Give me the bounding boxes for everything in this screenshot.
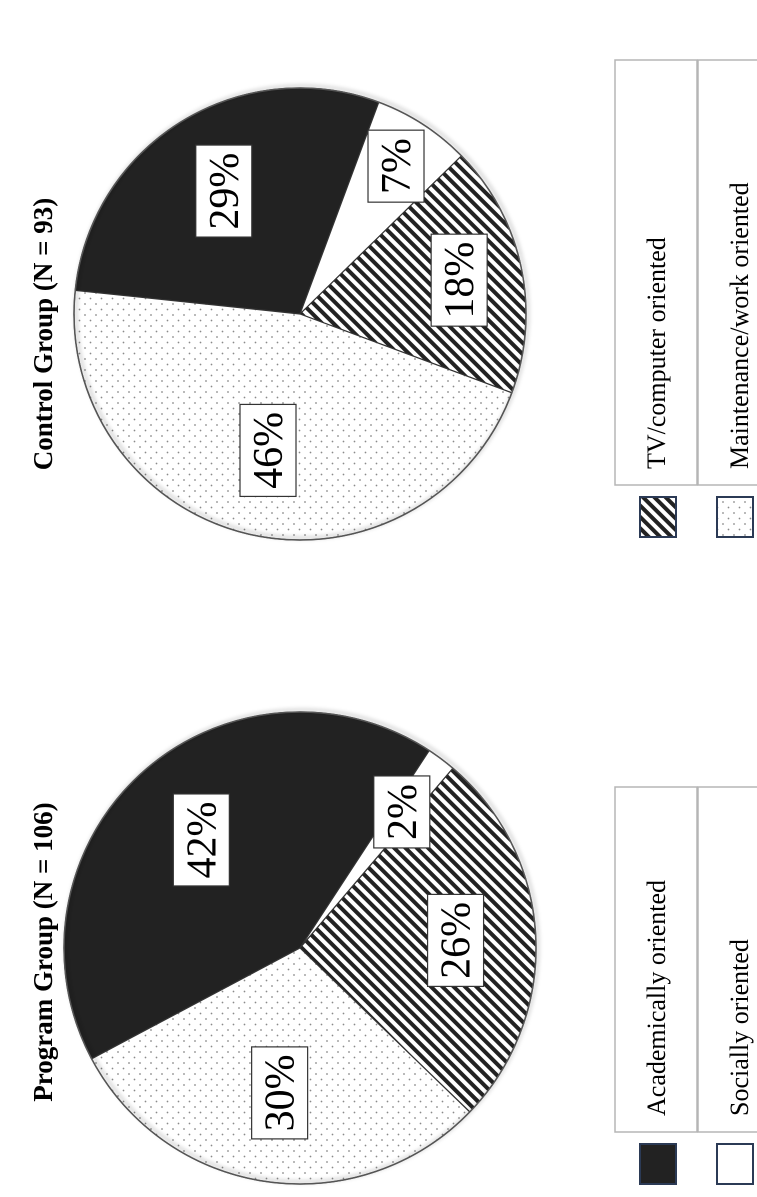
data-label-box-control-tv: [430, 233, 488, 327]
data-label-control-maintenance: 46%: [246, 412, 292, 489]
legend-item-academically: Academically oriented: [614, 786, 698, 1185]
data-label-box-program-maintenance: [251, 1046, 309, 1140]
data-label-control-tv: 18%: [437, 242, 483, 319]
chart-title-control: Control Group (N = 93): [28, 198, 58, 470]
pie-outline-program: [63, 711, 537, 1185]
pie-outline-control: [73, 87, 527, 541]
data-label-program-academically: 42%: [179, 801, 225, 878]
control-chart: Control Group (N = 93) 29% 7% 18% 46%: [28, 87, 527, 541]
data-label-control-academically: 29%: [202, 153, 248, 230]
legend: Academically oriented Socially oriented …: [614, 59, 757, 1185]
legend-label-tv-computer: TV/computer oriented: [642, 237, 671, 469]
data-label-program-maintenance: 30%: [258, 1054, 304, 1131]
legend-swatch-socially: [716, 1143, 754, 1185]
data-label-box-control-socially: [367, 129, 425, 203]
legend-box-socially: [697, 786, 757, 1133]
data-label-program-tv: 26%: [434, 902, 480, 979]
data-label-box-control-academically: [195, 144, 253, 238]
legend-label-maintenance: Maintenance/work oriented: [725, 182, 754, 469]
legend-swatch-academically: [639, 1143, 677, 1185]
data-label-control-socially: 7%: [374, 138, 420, 194]
legend-label-socially: Socially oriented: [725, 939, 754, 1116]
pie-control: 29% 7% 18% 46%: [73, 87, 527, 541]
pie-program: 42% 2% 26% 30%: [63, 711, 537, 1185]
legend-swatch-tv-computer: [639, 496, 677, 538]
legend-box-academically: [614, 786, 698, 1133]
legend-item-socially: Socially oriented: [697, 786, 757, 1185]
legend-item-tv-computer: TV/computer oriented: [614, 59, 698, 538]
data-label-box-program-tv: [426, 893, 485, 987]
legend-box-tv-computer: [614, 59, 698, 486]
legend-box-maintenance: [697, 59, 757, 486]
legend-item-maintenance: Maintenance/work oriented: [697, 59, 757, 538]
legend-label-academically: Academically oriented: [642, 880, 671, 1116]
legend-swatch-maintenance: [716, 496, 754, 538]
data-label-box-program-socially: [373, 775, 431, 849]
data-label-program-socially: 2%: [380, 784, 426, 840]
chart-title-program: Program Group (N = 106): [28, 802, 58, 1101]
data-label-box-program-academically: [172, 793, 230, 887]
data-label-box-control-maintenance: [239, 403, 297, 498]
program-chart: Program Group (N = 106) 42% 2% 26% 30%: [28, 711, 537, 1185]
